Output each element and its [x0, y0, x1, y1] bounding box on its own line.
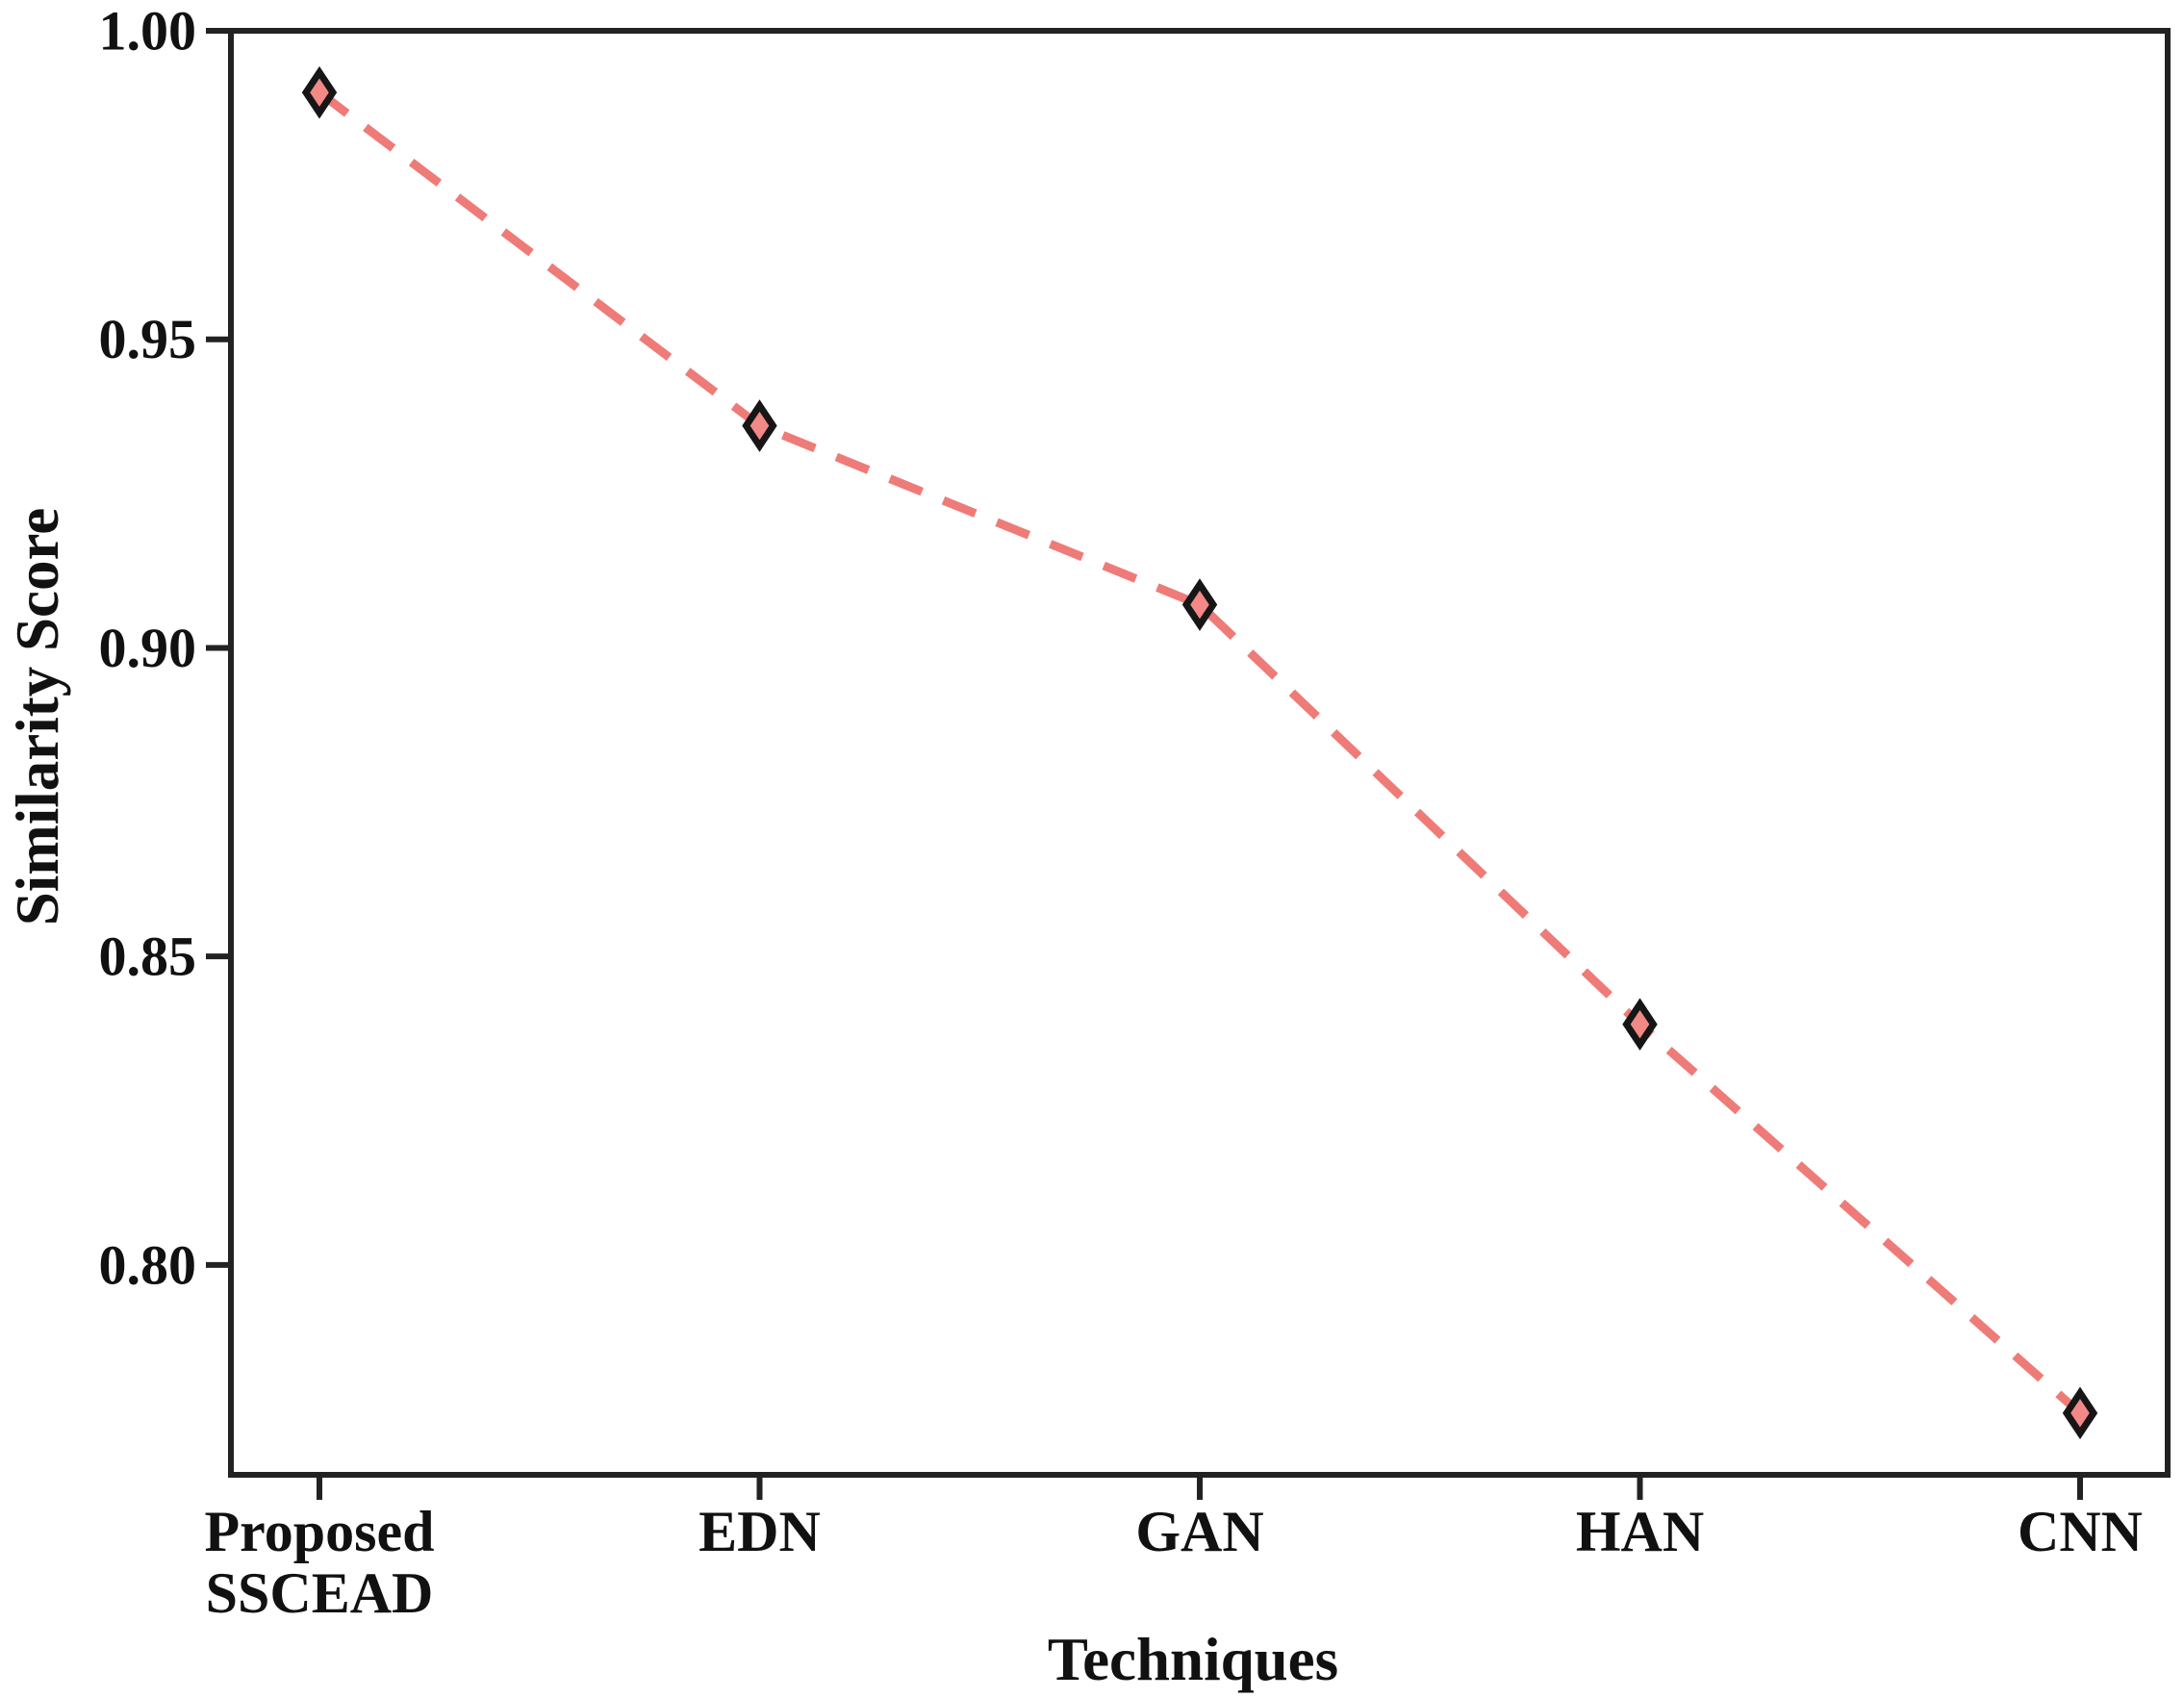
x-tick-label: Proposed [205, 1500, 435, 1563]
series-line [317, 89, 2083, 1417]
y-tick-label: 1.00 [99, 0, 197, 63]
y-tick-label: 0.90 [99, 617, 197, 679]
x-tick-label: HAN [1576, 1500, 1704, 1563]
x-tick-label: CNN [2018, 1500, 2143, 1563]
data-series [301, 65, 2098, 1440]
data-point-marker [1181, 578, 1218, 631]
y-axis-title: Similarity Score [4, 508, 71, 926]
y-tick-label: 0.95 [99, 308, 197, 370]
x-tick-label: EDN [698, 1500, 821, 1563]
x-tick-label: SSCEAD [206, 1561, 434, 1625]
data-point-marker [1622, 998, 1658, 1052]
y-tick-label: 0.85 [99, 925, 197, 988]
x-tick-label: GAN [1135, 1500, 1263, 1563]
data-point-marker [301, 65, 338, 119]
x-axis-title: Techniques [1048, 1626, 1338, 1693]
y-tick-label: 0.80 [99, 1233, 197, 1296]
data-point-marker [2062, 1386, 2098, 1440]
data-point-marker [742, 399, 777, 452]
y-axis-ticks: 0.80 0.85 0.90 0.95 1.00 [99, 0, 231, 1296]
